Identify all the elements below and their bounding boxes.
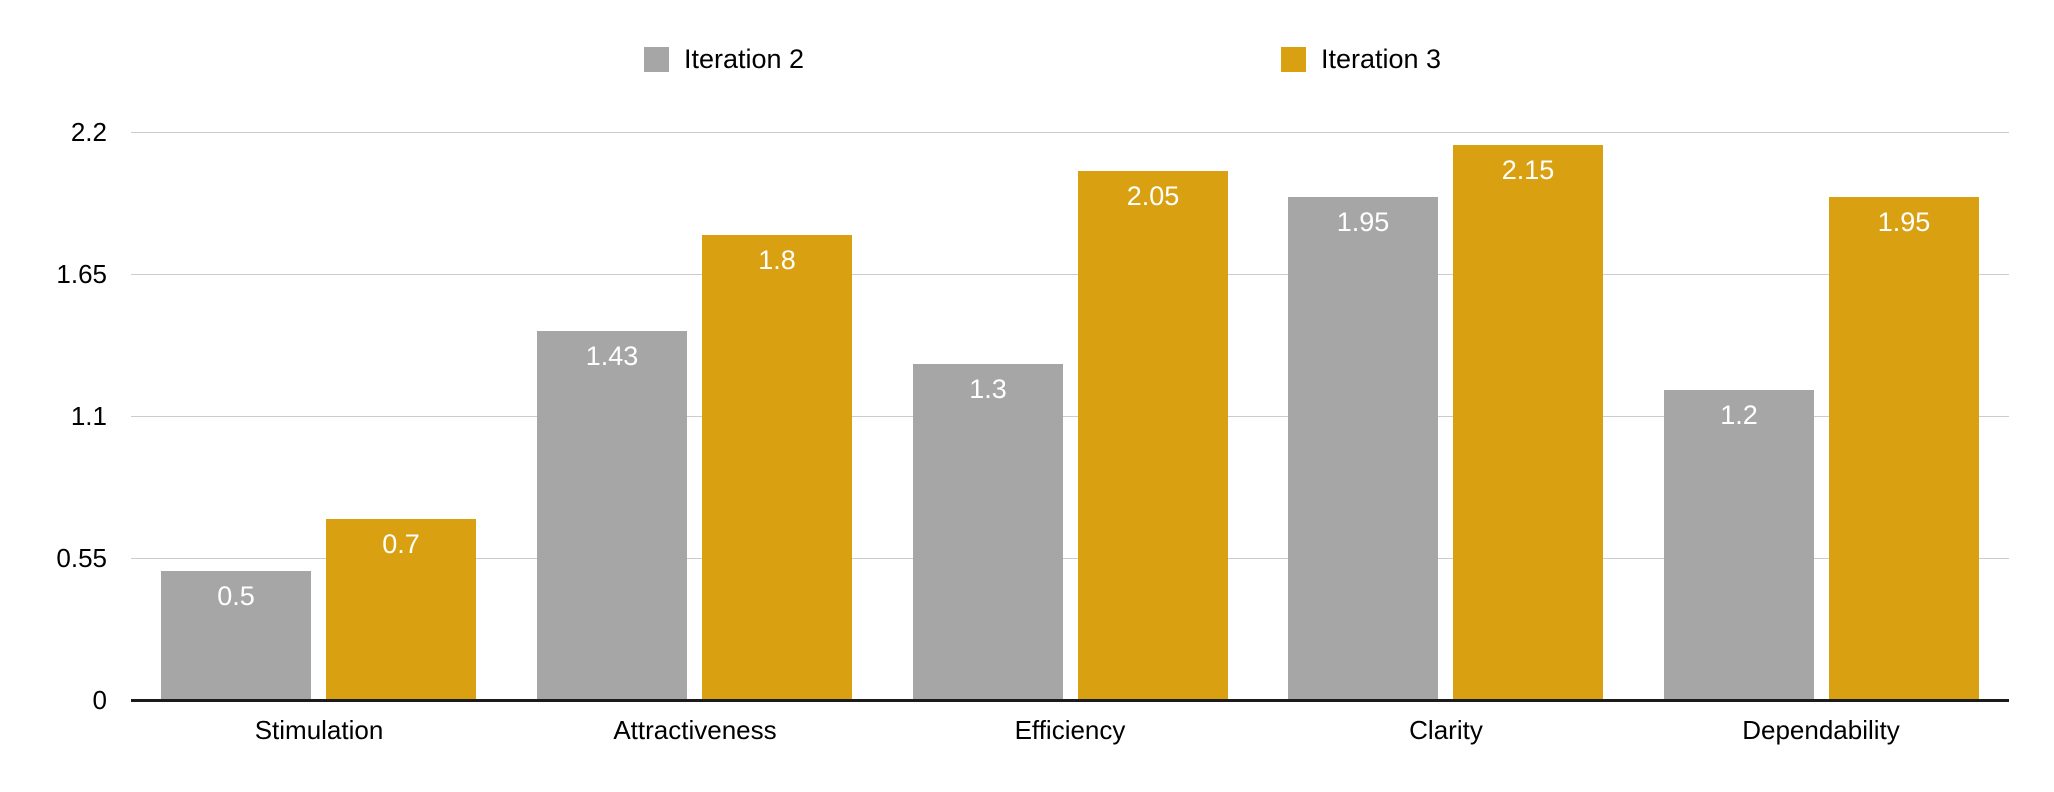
y-axis-tick-label: 1.1	[70, 401, 107, 431]
bar-efficiency-iteration-2	[913, 364, 1063, 700]
legend-item-iteration-3: Iteration 3	[1281, 44, 1442, 74]
bar-value-label: 1.43	[585, 341, 639, 371]
x-axis-line	[131, 699, 2009, 702]
bar-value-label: 2.15	[1501, 155, 1555, 185]
bar-value-label: 1.2	[1720, 400, 1758, 430]
bar-value-label: 0.5	[217, 581, 255, 611]
y-axis-tick-label: 1.65	[56, 259, 107, 289]
x-axis-category-label: Stimulation	[254, 715, 384, 745]
bar-dependability-iteration-2	[1664, 390, 1814, 700]
x-axis-category-label: Attractiveness	[613, 715, 777, 745]
bar-stimulation-iteration-3	[326, 519, 476, 700]
gridline	[131, 416, 2009, 417]
bar-value-label: 1.95	[1877, 207, 1931, 237]
bar-clarity-iteration-2	[1288, 197, 1438, 700]
bar-clarity-iteration-3	[1453, 145, 1603, 700]
legend-label: Iteration 3	[1321, 44, 1442, 74]
bar-value-label: 2.05	[1126, 181, 1180, 211]
gridline	[131, 132, 2009, 133]
bar-attractiveness-iteration-2	[537, 331, 687, 700]
legend-swatch-icon	[1281, 47, 1306, 72]
bar-value-label: 1.3	[969, 374, 1007, 404]
legend-item-iteration-2: Iteration 2	[644, 44, 805, 74]
legend-swatch-icon	[644, 47, 669, 72]
y-axis-tick-label: 0.55	[56, 543, 107, 573]
gridline	[131, 274, 2009, 275]
y-axis-tick-label: 0	[92, 685, 107, 715]
gridline	[131, 558, 2009, 559]
bar-attractiveness-iteration-3	[702, 235, 852, 700]
bar-value-label: 1.95	[1336, 207, 1390, 237]
y-axis-tick-label: 2.2	[70, 117, 107, 147]
x-axis-category-label: Efficiency	[1014, 715, 1126, 745]
bar-value-label: 0.7	[382, 529, 420, 559]
bar-value-label: 1.8	[758, 245, 796, 275]
bar-efficiency-iteration-3	[1078, 171, 1228, 700]
x-axis-category-label: Clarity	[1409, 715, 1483, 745]
legend-label: Iteration 2	[684, 44, 805, 74]
x-axis-category-label: Dependability	[1742, 715, 1900, 745]
bar-stimulation-iteration-2	[161, 571, 311, 700]
bar-dependability-iteration-3	[1829, 197, 1979, 700]
